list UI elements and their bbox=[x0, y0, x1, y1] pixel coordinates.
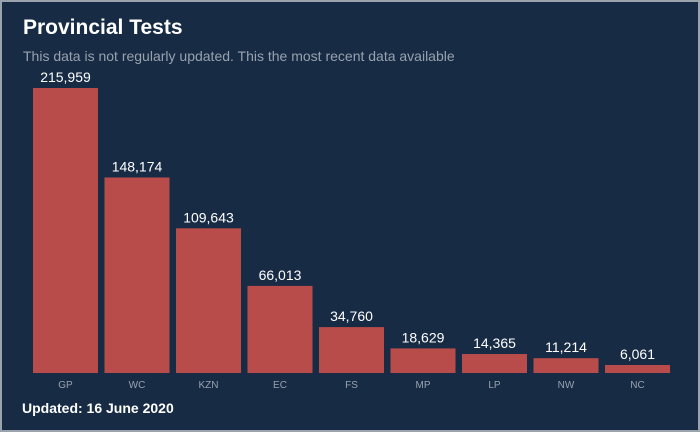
value-label-wc: 148,174 bbox=[112, 159, 163, 175]
bar-kzn bbox=[176, 228, 241, 373]
value-label-lp: 14,365 bbox=[473, 335, 516, 351]
x-tick-nw: NW bbox=[558, 380, 575, 391]
bar-nc bbox=[605, 365, 670, 373]
x-tick-wc: WC bbox=[129, 380, 146, 391]
bar-wc bbox=[104, 177, 170, 373]
value-labels-group: 215,959 148,174 109,643 66,013 34,760 18,629 1… bbox=[40, 69, 655, 362]
value-label-ec: 66,013 bbox=[259, 267, 302, 283]
updated-note: Updated: 16 June 2020 bbox=[22, 400, 174, 416]
value-label-gp: 215,959 bbox=[40, 69, 91, 85]
x-tick-nc: NC bbox=[630, 380, 644, 391]
x-tick-kzn: KZN bbox=[199, 380, 219, 391]
bars-group bbox=[33, 88, 670, 373]
x-tick-fs: FS bbox=[345, 380, 358, 391]
bar-nw bbox=[533, 358, 599, 373]
value-label-nw: 11,214 bbox=[545, 339, 587, 355]
bar-gp bbox=[33, 88, 98, 373]
value-label-fs: 34,760 bbox=[330, 308, 373, 324]
value-label-kzn: 109,643 bbox=[183, 209, 234, 225]
value-label-nc: 6,061 bbox=[620, 346, 655, 362]
x-tick-labels-group: GP WC KZN EC FS MP LP NW NC bbox=[58, 380, 644, 391]
bar-ec bbox=[247, 285, 313, 373]
bar-fs bbox=[319, 327, 384, 373]
bar-lp bbox=[462, 354, 527, 373]
x-tick-mp: MP bbox=[416, 380, 431, 391]
chart-subtitle: This data is not regularly updated. This… bbox=[23, 48, 455, 64]
value-label-mp: 18,629 bbox=[402, 329, 445, 345]
x-tick-lp: LP bbox=[488, 380, 501, 391]
chart-title: Provincial Tests bbox=[23, 16, 183, 39]
x-tick-ec: EC bbox=[273, 380, 287, 391]
bar-mp bbox=[390, 348, 456, 373]
x-tick-gp: GP bbox=[58, 380, 73, 391]
